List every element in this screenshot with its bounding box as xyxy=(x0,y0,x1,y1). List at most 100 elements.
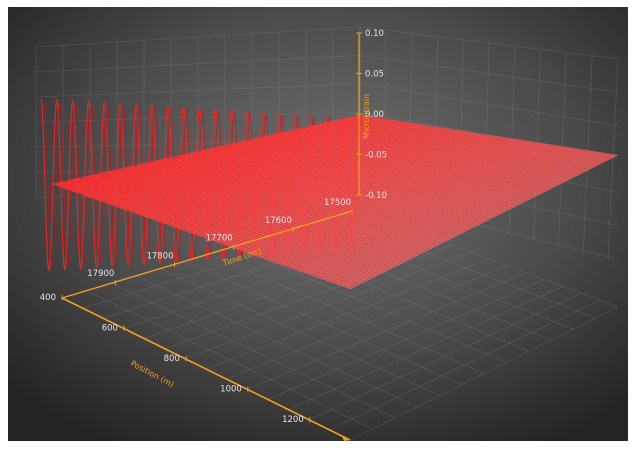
mesh-line xyxy=(190,152,471,229)
mesh-line xyxy=(330,152,601,283)
mesh-line xyxy=(81,118,386,195)
grid-line xyxy=(35,26,361,48)
mesh-line xyxy=(58,115,366,187)
mesh-line xyxy=(177,131,470,229)
mesh-line xyxy=(260,142,541,258)
mesh-line xyxy=(359,114,619,156)
mesh-line xyxy=(290,146,567,269)
mesh-line xyxy=(103,172,395,267)
grid-line xyxy=(308,293,582,420)
mesh-line xyxy=(333,152,604,284)
mesh-line xyxy=(326,151,599,282)
time-tick-label: 17900 xyxy=(87,269,114,279)
mesh-line xyxy=(167,130,461,226)
mesh-line xyxy=(175,156,458,236)
position-tick-label: 400 xyxy=(40,293,56,303)
mesh-line xyxy=(161,129,455,223)
mesh-line xyxy=(247,141,530,254)
mesh-line xyxy=(270,144,550,262)
grid-line xyxy=(607,58,619,260)
grid-line xyxy=(35,55,361,73)
mesh-line xyxy=(323,151,596,280)
grid-line xyxy=(235,246,507,363)
mesh-line xyxy=(113,170,404,263)
grid-line xyxy=(86,290,373,430)
mesh-line xyxy=(263,143,544,259)
mesh-line xyxy=(241,141,516,207)
grid-line xyxy=(359,55,619,93)
time-tick-label: 17600 xyxy=(265,216,292,226)
mesh-line xyxy=(346,154,616,289)
mesh-line xyxy=(128,166,418,256)
mesh-line xyxy=(82,176,377,276)
mesh-line xyxy=(128,125,426,212)
mesh-line xyxy=(210,136,498,241)
mesh-line xyxy=(308,126,574,178)
mesh-line xyxy=(65,116,372,189)
mesh-line xyxy=(138,126,435,215)
value-tick-label: -0.05 xyxy=(365,151,387,161)
mesh-line xyxy=(349,117,610,160)
mesh-line xyxy=(283,145,561,266)
mesh-line xyxy=(185,153,467,232)
mesh-line xyxy=(164,129,458,224)
mesh-line xyxy=(134,165,422,254)
mesh-line xyxy=(236,142,511,209)
mesh-line xyxy=(134,125,432,214)
mesh-line xyxy=(71,117,378,192)
mesh-line xyxy=(334,120,596,167)
position-axis-arrow xyxy=(342,436,350,441)
mesh-line xyxy=(200,150,480,225)
mesh-line xyxy=(91,120,395,199)
mesh-line xyxy=(227,138,513,247)
mesh-line xyxy=(174,131,467,228)
mesh-line xyxy=(67,180,364,283)
mesh-line xyxy=(111,122,412,206)
mesh-line xyxy=(154,160,440,245)
mesh-line xyxy=(68,117,375,191)
mesh-line xyxy=(195,151,476,227)
mesh-line xyxy=(101,121,404,202)
data-surface xyxy=(52,115,618,289)
mesh-line xyxy=(349,154,619,290)
mesh-line xyxy=(211,148,489,220)
chart-3d-surface[interactable]: 0.10 0.05 0.00 -0.05 -0.10 17500 17600 17700 178… xyxy=(8,7,628,441)
value-tick-label: 0.05 xyxy=(365,70,384,80)
z-axis-label: MicroStrain xyxy=(362,94,371,139)
axes xyxy=(61,32,362,441)
mesh-line xyxy=(344,118,605,162)
mesh-line xyxy=(98,173,391,270)
grid-line xyxy=(136,275,418,408)
mesh-line xyxy=(320,150,593,279)
mesh-line xyxy=(118,168,409,261)
mesh-line xyxy=(257,142,538,257)
mesh-line xyxy=(181,132,472,230)
mesh-line xyxy=(190,133,481,234)
mesh-line xyxy=(205,149,485,223)
mesh-line xyxy=(51,114,361,185)
mesh-line xyxy=(159,159,444,243)
position-tick-label: 800 xyxy=(164,354,180,364)
mesh-line xyxy=(164,158,449,241)
mesh-line xyxy=(262,136,534,198)
mesh-line xyxy=(226,144,502,214)
mesh-line xyxy=(300,148,576,272)
mesh-line xyxy=(316,150,590,278)
mesh-line xyxy=(72,179,368,281)
mesh-line xyxy=(247,140,520,205)
mesh-line xyxy=(298,128,565,182)
mesh-line xyxy=(310,149,584,276)
mesh-line xyxy=(200,134,490,237)
tick-labels: 0.10 0.05 0.00 -0.05 -0.10 17500 17600 17700 178… xyxy=(40,29,387,425)
mesh-line xyxy=(85,119,389,196)
mesh-line xyxy=(93,174,386,272)
mesh-line xyxy=(354,115,614,158)
mesh-line xyxy=(277,133,547,191)
mesh-line xyxy=(216,147,493,218)
mesh-line xyxy=(313,149,587,277)
mesh-line xyxy=(51,183,351,290)
time-tick-label: 17700 xyxy=(206,234,233,244)
mesh-line xyxy=(61,116,369,188)
mesh-line xyxy=(286,146,564,268)
